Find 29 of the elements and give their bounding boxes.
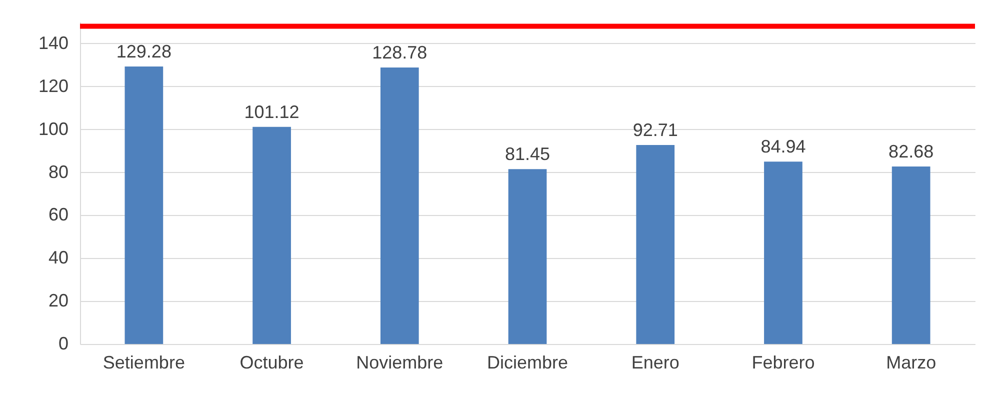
x-tick-label: Enero bbox=[631, 352, 680, 372]
bar bbox=[636, 144, 675, 344]
x-tick-label: Setiembre bbox=[102, 352, 185, 372]
data-label: 92.71 bbox=[632, 120, 678, 140]
y-tick-label: 80 bbox=[48, 162, 68, 182]
bar bbox=[508, 169, 547, 344]
bar bbox=[764, 162, 802, 344]
data-label: 81.45 bbox=[504, 144, 550, 164]
x-tick-label: Octubre bbox=[240, 352, 304, 372]
data-label: 129.28 bbox=[116, 41, 172, 62]
bar bbox=[380, 68, 419, 344]
bar bbox=[124, 66, 164, 344]
data-label: 84.94 bbox=[760, 136, 806, 157]
x-tick-label: Diciembre bbox=[486, 352, 568, 372]
data-label: 128.78 bbox=[372, 42, 428, 63]
y-tick-label: 140 bbox=[38, 32, 68, 53]
x-tick-label: Febrero bbox=[752, 352, 815, 372]
y-tick-label: 40 bbox=[48, 248, 68, 268]
y-tick-label: 0 bbox=[58, 334, 68, 354]
y-tick-label: 120 bbox=[38, 76, 68, 96]
x-tick-label: Marzo bbox=[886, 352, 936, 372]
bar bbox=[892, 166, 930, 344]
data-label: 101.12 bbox=[244, 102, 300, 122]
y-tick-label: 60 bbox=[48, 204, 68, 225]
bar bbox=[252, 126, 291, 344]
y-tick-label: 100 bbox=[38, 118, 68, 139]
x-tick-label: Noviembre bbox=[356, 352, 444, 372]
y-tick-label: 20 bbox=[48, 290, 68, 311]
data-label: 82.68 bbox=[888, 142, 934, 162]
